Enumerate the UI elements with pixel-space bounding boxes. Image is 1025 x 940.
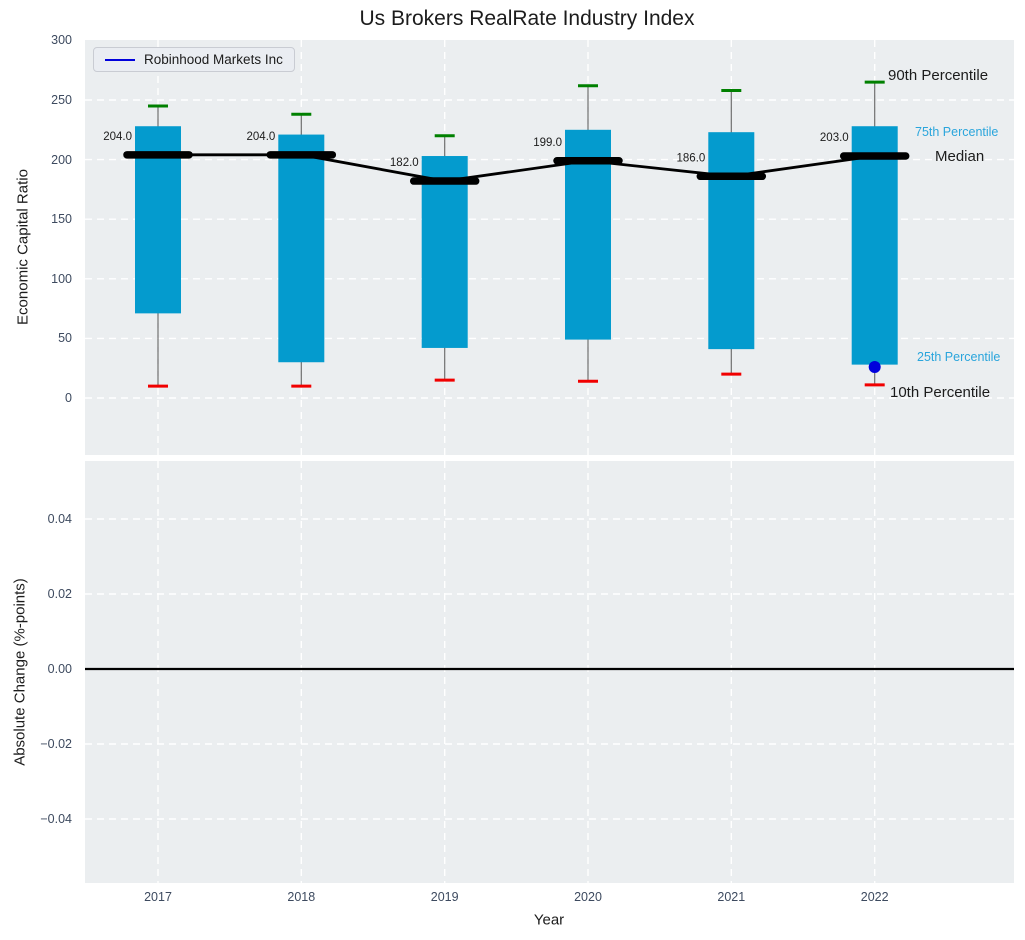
company-point bbox=[868, 361, 881, 374]
p10-annotation: 10th Percentile bbox=[890, 384, 990, 401]
percentile-box bbox=[278, 134, 325, 363]
x-tick-label: 2022 bbox=[860, 890, 889, 904]
chart-title: Us Brokers RealRate Industry Index bbox=[359, 7, 695, 30]
legend: Robinhood Markets Inc bbox=[93, 47, 295, 72]
median-label: 186.0 bbox=[677, 152, 706, 164]
percentile-box bbox=[708, 132, 755, 350]
top-y-tick-label: 300 bbox=[51, 33, 72, 48]
bottom-y-tick-label: −0.04 bbox=[40, 812, 72, 826]
bottom-axes-canvas bbox=[85, 461, 1014, 883]
bottom-y-tick-label: 0.04 bbox=[47, 512, 72, 526]
x-tick-label: 2017 bbox=[144, 890, 172, 904]
top-axes-canvas: 204.0 204.0 182.0 199.0 186.0 203.0 90th Perce… bbox=[85, 40, 1014, 455]
x-tick-label: 2021 bbox=[717, 890, 746, 904]
top-axes: 204.0 204.0 182.0 199.0 186.0 203.0 90th Perce… bbox=[85, 40, 1014, 455]
top-y-tick-label: 250 bbox=[51, 93, 72, 107]
p75-annotation: 75th Percentile bbox=[915, 125, 998, 139]
median-annotation: Median bbox=[935, 148, 984, 165]
p90-annotation: 90th Percentile bbox=[888, 67, 988, 84]
median-connector-line bbox=[158, 153, 875, 183]
bottom-axes bbox=[85, 461, 1014, 883]
median-label: 203.0 bbox=[820, 132, 849, 144]
top-y-tick-label: 100 bbox=[51, 271, 72, 286]
bottom-y-tick-label: 0.00 bbox=[47, 662, 72, 676]
top-y-tick-label: 150 bbox=[51, 212, 72, 227]
x-tick-label: 2019 bbox=[430, 890, 459, 904]
x-tick-label: 2018 bbox=[287, 890, 316, 904]
median-label: 199.0 bbox=[533, 137, 562, 149]
top-y-tick-label: 0 bbox=[65, 391, 72, 405]
x-tick-label: 2020 bbox=[574, 890, 602, 904]
x-axis-label: Year bbox=[533, 911, 565, 929]
legend-line-swatch bbox=[105, 58, 135, 61]
percentile-box bbox=[851, 126, 898, 365]
top-y-tick-label: 50 bbox=[58, 331, 72, 346]
percentile-box bbox=[421, 156, 468, 348]
legend-label: Robinhood Markets Inc bbox=[144, 52, 283, 67]
median-label: 182.0 bbox=[390, 157, 419, 169]
median-label: 204.0 bbox=[247, 131, 276, 143]
bottom-y-tick-label: 0.02 bbox=[47, 587, 72, 601]
top-y-axis-label: Economic Capital Ratio bbox=[14, 169, 32, 325]
top-y-tick-label: 200 bbox=[51, 152, 72, 167]
median-label: 204.0 bbox=[103, 131, 132, 143]
bottom-y-tick-label: −0.02 bbox=[40, 737, 72, 751]
percentile-box bbox=[565, 129, 611, 340]
p25-annotation: 25th Percentile bbox=[917, 350, 1000, 364]
